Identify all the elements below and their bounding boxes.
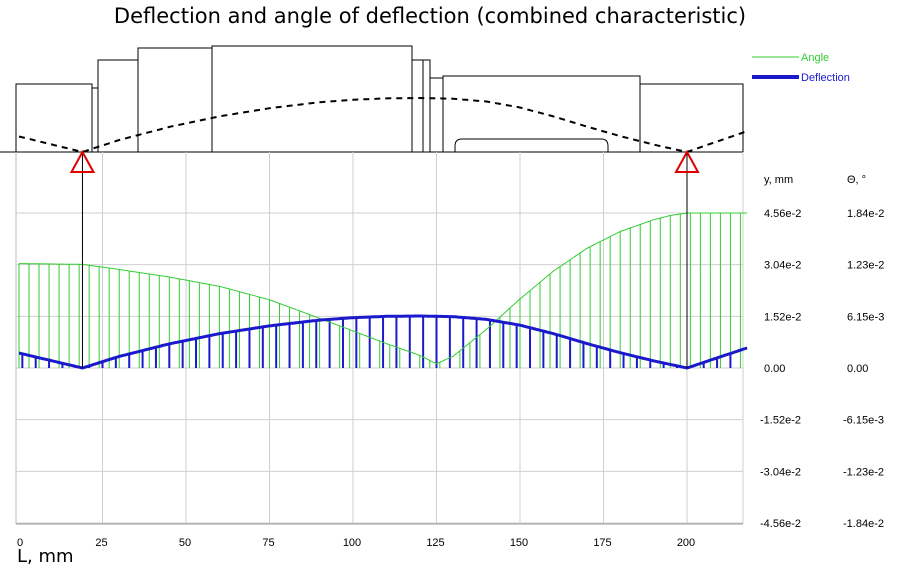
theta-tick-label: -1.84e-2: [843, 518, 884, 530]
axis-ticks: 0 25 50 75 100 125 150 175 200 y, mm Θ, ° 4.56e-2 1.…: [17, 174, 884, 549]
shaft-outline-top: [15, 45, 744, 152]
x-tick-label: 200: [677, 537, 695, 549]
grid: [15, 152, 744, 525]
deflection-curve: [18, 314, 748, 370]
deflection-hatch: [21, 316, 732, 368]
theta-tick-label: 0.00: [847, 363, 868, 375]
legend: Angle Deflection: [752, 52, 850, 84]
angle-hatch: [18, 213, 741, 368]
chart-title: Deflection and angle of deflection (comb…: [113, 4, 747, 28]
deflected-shape-line: [18, 97, 748, 154]
x-tick-label: 50: [179, 537, 191, 549]
y-tick-label: 0.00: [764, 363, 785, 375]
series-curves: [18, 97, 748, 370]
theta-axis-label: Θ, °: [847, 174, 866, 186]
theta-tick-label: -6.15e-3: [843, 415, 884, 427]
x-tick-label: 0: [17, 537, 23, 549]
legend-label-angle: Angle: [801, 52, 829, 64]
supports: [69, 149, 700, 368]
y-tick-label: 3.04e-2: [764, 260, 801, 272]
y-tick-label: -3.04e-2: [760, 466, 801, 478]
x-tick-label: 75: [262, 537, 274, 549]
theta-tick-label: 1.23e-2: [847, 260, 884, 272]
keyway: [454, 138, 609, 152]
x-tick-label: 25: [95, 537, 107, 549]
support-icon: [674, 149, 700, 173]
angle-curve: [18, 212, 748, 365]
x-tick-label: 175: [593, 537, 611, 549]
theta-tick-label: 6.15e-3: [847, 311, 884, 323]
support-icon: [69, 149, 96, 173]
y-tick-label: -4.56e-2: [760, 518, 801, 530]
x-tick-label: 125: [426, 537, 444, 549]
y-axis-label: y, mm: [764, 174, 793, 186]
y-tick-label: -1.52e-2: [760, 415, 801, 427]
x-axis-label: L, mm: [17, 546, 74, 567]
y-tick-label: 1.52e-2: [764, 311, 801, 323]
legend-label-deflection: Deflection: [801, 72, 850, 84]
theta-tick-label: 1.84e-2: [847, 208, 884, 220]
x-tick-label: 100: [343, 537, 361, 549]
shaft-diagram: [0, 45, 744, 153]
x-tick-label: 150: [510, 537, 528, 549]
theta-tick-label: -1.23e-2: [843, 466, 884, 478]
y-tick-label: 4.56e-2: [764, 208, 801, 220]
